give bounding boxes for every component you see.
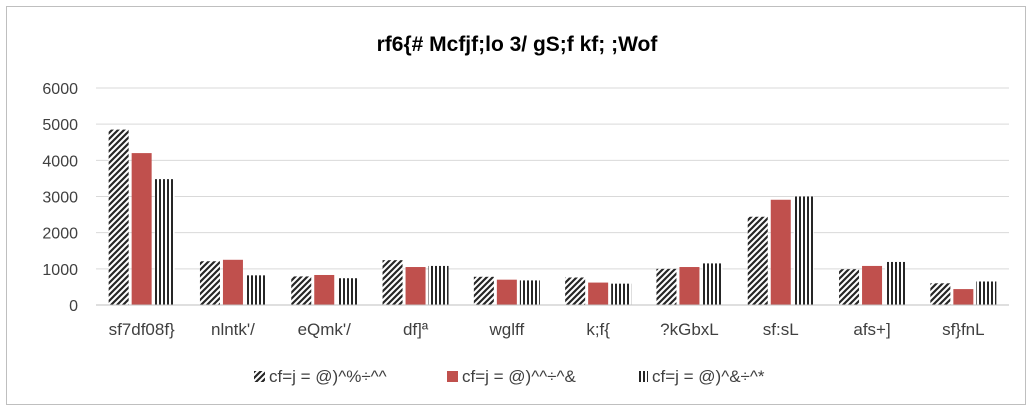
- bar: [747, 216, 768, 305]
- chart-canvas: rf6{# Mcfjf;lo 3/ gS;f kf; ;Wof 0 1000 200…: [42, 33, 1009, 386]
- bars: [108, 129, 997, 305]
- bar: [473, 276, 494, 305]
- bar: [588, 282, 609, 305]
- bar: [679, 267, 700, 305]
- bar: [405, 267, 426, 305]
- legend-swatch: [254, 371, 265, 382]
- x-tick-label: df]ª: [403, 320, 429, 339]
- y-tick-label: 4000: [42, 153, 78, 170]
- bar: [291, 276, 312, 305]
- y-tick-label: 1000: [42, 262, 78, 279]
- x-axis-tick-labels: sf7df08f} nlntk'/ eQmk'/ df]ª wglff k;f{ ?kGbx…: [109, 320, 985, 339]
- legend-swatch: [447, 371, 458, 382]
- y-tick-label: 3000: [42, 190, 78, 207]
- x-tick-label: k;f{: [586, 320, 610, 339]
- bar: [862, 265, 883, 305]
- bar: [245, 275, 266, 305]
- y-tick-label: 6000: [42, 81, 78, 98]
- bar: [930, 283, 951, 305]
- legend-swatch: [637, 371, 648, 382]
- legend-label: cf=j = @)^%÷^^: [269, 367, 387, 386]
- x-tick-label: eQmk'/: [298, 320, 352, 339]
- legend-label: cf=j = @)^^÷^&: [462, 367, 576, 386]
- chart-frame: rf6{# Mcfjf;lo 3/ gS;f kf; ;Wof 0 1000 200…: [6, 6, 1026, 405]
- bar: [382, 260, 403, 305]
- bar: [976, 281, 997, 305]
- bar: [953, 289, 974, 305]
- x-tick-label: afs+]: [853, 320, 890, 339]
- gridlines: [96, 87, 1009, 270]
- x-tick-label: ?kGbxL: [660, 320, 719, 339]
- chart-title: rf6{# Mcfjf;lo 3/ gS;f kf; ;Wof: [377, 33, 659, 56]
- x-tick-label: nlntk'/: [211, 320, 255, 339]
- bar: [519, 280, 540, 305]
- y-axis-tick-labels: 0 1000 2000 3000 4000 5000 6000: [42, 81, 78, 315]
- y-tick-label: 0: [69, 298, 78, 315]
- bar: [337, 278, 358, 305]
- bar: [314, 274, 335, 305]
- y-tick-label: 2000: [42, 226, 78, 243]
- x-tick-label: sf:sL: [763, 320, 799, 339]
- bar: [839, 269, 860, 305]
- bar: [154, 179, 175, 305]
- bar: [611, 283, 632, 305]
- x-tick-label: sf7df08f}: [109, 320, 175, 339]
- bar: [770, 199, 791, 305]
- bar: [565, 277, 586, 305]
- bar: [702, 263, 723, 305]
- bar: [793, 196, 814, 305]
- x-tick-label: sf}fnL: [942, 320, 985, 339]
- bar: [222, 259, 243, 305]
- bar: [108, 129, 129, 305]
- bar: [885, 261, 906, 305]
- legend: cf=j = @)^%÷^^ cf=j = @)^^÷^& cf=j = @)^&÷…: [254, 367, 765, 386]
- bar: [496, 279, 517, 305]
- bar: [199, 261, 220, 305]
- legend-label: cf=j = @)^&÷^*: [652, 367, 765, 386]
- x-tick-label: wglff: [489, 320, 525, 339]
- bar: [131, 153, 152, 305]
- bar: [428, 265, 449, 305]
- y-tick-label: 5000: [42, 117, 78, 134]
- bar: [656, 268, 677, 305]
